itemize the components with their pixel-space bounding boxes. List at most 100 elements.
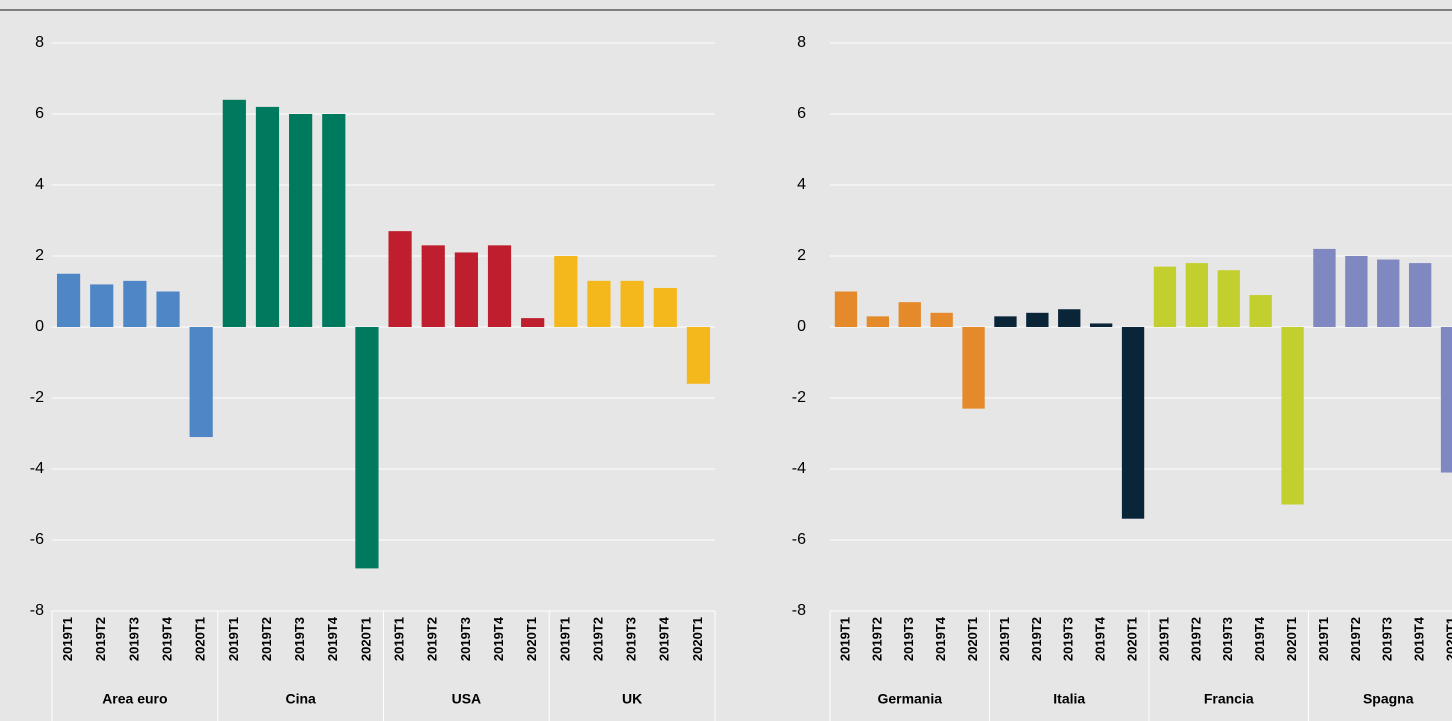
- x-tick-label: 2019T2: [1348, 617, 1363, 661]
- y-tick-label: -2: [30, 389, 44, 406]
- x-tick-label: 2019T1: [1316, 617, 1331, 661]
- group-label: Francia: [1204, 691, 1254, 707]
- bar: [156, 291, 180, 327]
- x-tick-label: 2019T3: [458, 617, 473, 661]
- bar: [289, 114, 313, 327]
- bar: [1440, 327, 1452, 473]
- bar: [994, 316, 1017, 327]
- bar: [1089, 323, 1113, 327]
- bar: [1249, 295, 1272, 327]
- bar: [521, 318, 545, 327]
- bar: [866, 316, 890, 327]
- x-tick-label: 2019T2: [590, 617, 605, 661]
- bar: [189, 327, 213, 438]
- group-label: Spagna: [1363, 691, 1414, 707]
- bar: [686, 327, 711, 384]
- y-tick-label: -8: [30, 602, 44, 619]
- x-tick-label: 2019T1: [837, 617, 852, 661]
- y-tick-label: 4: [35, 176, 44, 193]
- x-tick-label: 2019T2: [93, 617, 108, 661]
- x-tick-label: 2019T1: [60, 617, 75, 661]
- group-label: USA: [452, 691, 482, 707]
- x-tick-label: 2019T1: [1156, 617, 1171, 661]
- x-tick-label: 2020T1: [690, 617, 705, 661]
- y-tick-label: -6: [30, 531, 44, 548]
- y-tick-label: 6: [797, 105, 806, 122]
- x-tick-label: 2020T1: [1284, 617, 1299, 661]
- y-tick-label: -4: [30, 460, 44, 477]
- x-tick-label: 2020T1: [524, 617, 539, 661]
- x-tick-label: 2019T2: [869, 617, 884, 661]
- bar: [1217, 270, 1240, 327]
- x-tick-label: 2019T2: [259, 617, 274, 661]
- x-tick-label: 2019T3: [1061, 617, 1076, 661]
- bar: [322, 114, 346, 327]
- x-tick-label: 2019T4: [657, 616, 672, 661]
- bar: [587, 280, 611, 327]
- bar: [421, 245, 445, 327]
- x-tick-label: 2019T4: [1252, 616, 1267, 661]
- y-tick-label: 4: [797, 176, 806, 193]
- group-label: UK: [622, 691, 642, 707]
- bar: [222, 99, 246, 327]
- bar: [653, 287, 677, 327]
- group-label: Italia: [1053, 691, 1085, 707]
- bar: [1281, 327, 1304, 505]
- x-tick-label: 2019T4: [1093, 616, 1108, 661]
- x-tick-label: 2020T1: [1124, 617, 1139, 661]
- group-label: Germania: [877, 691, 942, 707]
- bar: [1377, 259, 1400, 327]
- bar: [1153, 266, 1177, 327]
- group-label: Cina: [285, 691, 316, 707]
- bar: [554, 256, 578, 327]
- group-label: Area euro: [102, 691, 167, 707]
- x-tick-label: 2019T1: [226, 617, 241, 661]
- bar: [898, 302, 921, 327]
- y-tick-label: -8: [792, 602, 806, 619]
- x-tick-label: 2019T2: [1029, 617, 1044, 661]
- x-tick-label: 2019T2: [1188, 617, 1203, 661]
- bar: [123, 280, 147, 327]
- bar: [1185, 263, 1209, 327]
- bar: [962, 327, 985, 409]
- x-tick-label: 2020T1: [193, 617, 208, 661]
- y-tick-label: -6: [792, 531, 806, 548]
- y-tick-label: 2: [797, 247, 806, 264]
- bar: [1026, 312, 1049, 327]
- y-tick-label: 0: [35, 318, 44, 335]
- y-tick-label: 8: [35, 34, 44, 51]
- bar: [620, 280, 644, 327]
- x-tick-label: 2019T4: [325, 616, 340, 661]
- x-tick-label: 2019T4: [1412, 616, 1427, 661]
- x-tick-label: 2019T3: [1220, 617, 1235, 661]
- bar: [355, 327, 379, 569]
- y-tick-label: -2: [792, 389, 806, 406]
- x-tick-label: 2020T1: [1443, 617, 1452, 661]
- bar: [1058, 309, 1081, 327]
- x-tick-label: 2019T3: [1380, 617, 1395, 661]
- bar: [255, 106, 280, 328]
- y-tick-label: -4: [792, 460, 806, 477]
- bar: [487, 245, 512, 327]
- y-tick-label: 2: [35, 247, 44, 264]
- bar: [1408, 263, 1432, 327]
- x-tick-label: 2019T1: [557, 617, 572, 661]
- bar: [56, 273, 81, 327]
- bar: [834, 291, 858, 327]
- bar: [1345, 256, 1368, 327]
- x-tick-label: 2020T1: [358, 617, 373, 661]
- x-tick-label: 2019T3: [292, 617, 307, 661]
- x-tick-label: 2019T3: [624, 617, 639, 661]
- bar: [90, 284, 114, 327]
- bar: [1313, 248, 1336, 327]
- bar: [454, 252, 478, 327]
- x-tick-label: 2019T3: [126, 617, 141, 661]
- y-tick-label: 6: [35, 105, 44, 122]
- bar: [1121, 327, 1145, 519]
- x-tick-label: 2019T4: [933, 616, 948, 661]
- x-tick-label: 2019T3: [901, 617, 916, 661]
- x-tick-label: 2019T4: [159, 616, 174, 661]
- bar: [930, 312, 953, 327]
- x-tick-label: 2019T1: [392, 617, 407, 661]
